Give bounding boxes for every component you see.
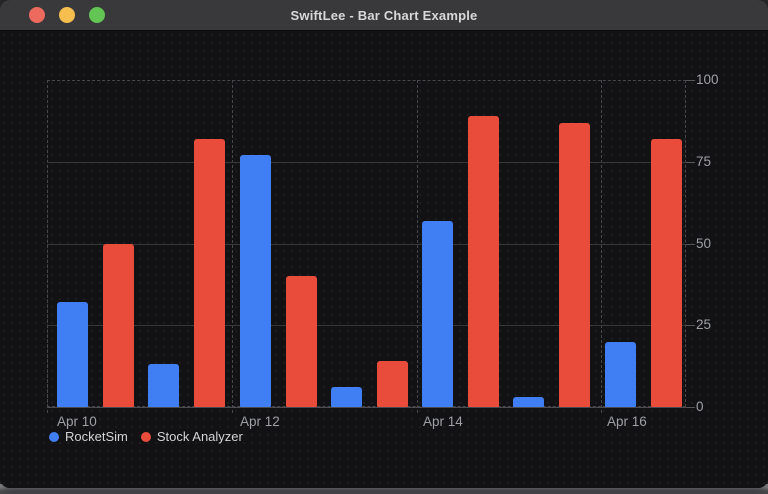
y-axis-tick xyxy=(686,407,695,408)
y-axis-label: 0 xyxy=(696,399,704,414)
y-axis-label: 100 xyxy=(696,72,719,87)
x-gridline xyxy=(47,80,48,413)
legend-label-stock-analyzer: Stock Analyzer xyxy=(156,429,243,444)
y-axis-label: 50 xyxy=(696,235,712,251)
legend-item-rocketsim: RocketSim xyxy=(49,429,128,444)
bar-stock-analyzer xyxy=(650,138,682,407)
bar-rocketsim xyxy=(604,341,636,407)
x-axis-label: Apr 14 xyxy=(423,414,463,429)
bar-rocketsim xyxy=(57,302,88,407)
desktop-backdrop xyxy=(0,484,768,494)
bar-stock-analyzer xyxy=(376,361,408,407)
y-gridline xyxy=(47,325,686,327)
bar-stock-analyzer xyxy=(103,243,134,407)
x-gridline xyxy=(417,80,418,413)
bar-rocketsim xyxy=(422,220,454,407)
x-axis-label: Apr 12 xyxy=(240,414,280,429)
y-axis-tick xyxy=(686,161,695,163)
bar-stock-analyzer xyxy=(468,115,500,407)
close-button[interactable] xyxy=(29,7,45,23)
y-axis-tick xyxy=(686,243,695,245)
y-axis-tick xyxy=(686,325,695,327)
bar-rocketsim xyxy=(148,364,180,407)
bar-stock-analyzer xyxy=(194,138,226,407)
bar-stock-analyzer xyxy=(559,122,591,407)
y-axis-label: 25 xyxy=(696,317,712,333)
window-title: SwiftLee - Bar Chart Example xyxy=(290,7,478,23)
x-axis-label: Apr 10 xyxy=(57,414,97,429)
bar-rocketsim xyxy=(330,387,362,407)
legend-dot-rocketsim xyxy=(49,431,59,442)
chart-canvas: Apr 10 Apr 12 Apr 14 Apr 16 0 25 50 75 100 Rocke… xyxy=(0,31,768,488)
bar-rocketsim xyxy=(513,397,545,407)
y-gridline xyxy=(47,243,686,245)
x-gridline xyxy=(232,80,233,413)
legend-item-stock-analyzer: Stock Analyzer xyxy=(140,429,243,444)
legend-dot-stock-analyzer xyxy=(140,431,151,442)
zoom-button[interactable] xyxy=(89,7,105,23)
y-gridline xyxy=(47,161,686,163)
window-titlebar[interactable]: SwiftLee - Bar Chart Example xyxy=(0,0,768,31)
x-axis-label: Apr 16 xyxy=(607,414,647,429)
legend-label-rocketsim: RocketSim xyxy=(65,429,128,444)
minimize-button[interactable] xyxy=(59,7,75,23)
x-axis-line xyxy=(47,407,686,408)
x-gridline xyxy=(601,80,602,413)
y-axis-label: 75 xyxy=(696,153,712,169)
bar-stock-analyzer xyxy=(285,276,317,407)
chart-legend: RocketSim Stock Analyzer xyxy=(49,429,243,444)
bar-rocketsim xyxy=(239,155,271,407)
chart-layer: Apr 10 Apr 12 Apr 14 Apr 16 0 25 50 75 100 xyxy=(0,31,768,488)
y-axis-tick xyxy=(686,80,695,81)
